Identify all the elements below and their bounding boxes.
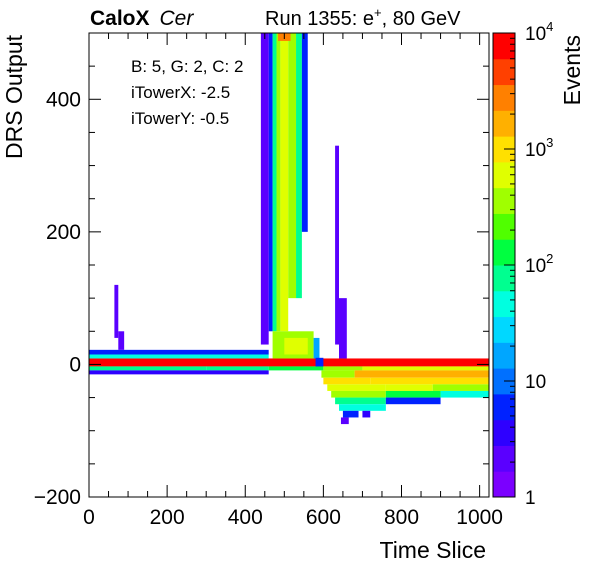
heatmap-bin bbox=[268, 366, 324, 371]
color-scale-step bbox=[493, 187, 515, 214]
heatmap-bin bbox=[327, 384, 386, 391]
heatmap-bin bbox=[89, 354, 269, 359]
y-axis-label: DRS Output bbox=[1, 34, 27, 159]
color-scale-step bbox=[493, 265, 515, 292]
heatmap-bin bbox=[323, 366, 363, 371]
y-tick-label: −200 bbox=[34, 486, 81, 509]
heatmap-bin bbox=[440, 390, 489, 398]
heatmap-bin bbox=[118, 331, 125, 350]
experiment-name: CaloX bbox=[90, 7, 150, 30]
heatmap-bin bbox=[276, 33, 281, 332]
heatmap-bin bbox=[385, 397, 441, 405]
heatmap-bin bbox=[280, 33, 289, 332]
z-tick-label: 10 bbox=[525, 372, 546, 393]
run-info-charge: + bbox=[374, 5, 382, 20]
chart-header: CaloX Cer bbox=[90, 7, 194, 30]
color-scale-label: Events bbox=[559, 35, 585, 105]
annotations: B: 5, G: 2, C: 2 iTowerX: -2.5 iTowerY: -0… bbox=[131, 57, 243, 128]
heatmap-bin bbox=[268, 33, 273, 332]
x-tick-label: 800 bbox=[384, 506, 419, 529]
x-tick-label: 400 bbox=[228, 506, 263, 529]
heatmap-bin bbox=[362, 410, 371, 418]
heatmap-bin bbox=[288, 33, 297, 299]
heatmap-bin bbox=[340, 417, 349, 425]
heatmap-bin bbox=[315, 357, 324, 367]
heatmap-bins bbox=[89, 33, 489, 425]
color-scale-axis: 1 10 102 103 104 bbox=[504, 19, 553, 509]
color-scale-step bbox=[493, 213, 515, 240]
heatmap-bin bbox=[284, 337, 308, 355]
heatmap-bin bbox=[206, 366, 269, 371]
x-tick-label: 1000 bbox=[456, 506, 503, 529]
annotation-line: iTowerY: -0.5 bbox=[131, 109, 229, 128]
color-scale-step bbox=[493, 290, 515, 318]
heatmap-bin bbox=[385, 384, 433, 391]
color-scale-step bbox=[493, 419, 515, 446]
z-tick-label: 103 bbox=[525, 135, 553, 161]
heatmap-bin bbox=[385, 390, 441, 398]
annotation-line: iTowerX: -2.5 bbox=[131, 83, 230, 102]
heatmap-bin bbox=[89, 370, 269, 375]
heatmap-bin bbox=[296, 33, 302, 299]
heatmap-bin bbox=[331, 390, 386, 398]
y-axis: −200 0 200 400 bbox=[34, 32, 489, 509]
heatmap-bin bbox=[321, 370, 355, 378]
x-axis-label: Time Slice bbox=[380, 537, 487, 563]
heatmap-bin bbox=[335, 397, 386, 405]
heatmap-bin bbox=[335, 145, 339, 345]
heatmap-bin bbox=[114, 284, 119, 338]
heatmap-bin bbox=[260, 33, 269, 345]
heatmap-bin bbox=[323, 377, 371, 385]
heatmap-bin bbox=[89, 358, 489, 367]
z-tick-label: 104 bbox=[525, 19, 553, 45]
heatmap-bin bbox=[370, 377, 489, 385]
color-scale-step bbox=[493, 471, 515, 498]
color-scale-step bbox=[493, 316, 515, 343]
heatmap-bin bbox=[342, 410, 359, 418]
x-axis: 0 200 400 600 800 1000 bbox=[83, 33, 503, 529]
x-tick-label: 600 bbox=[306, 506, 341, 529]
heatmap-bin bbox=[89, 349, 269, 355]
color-scale-step bbox=[493, 445, 515, 472]
color-scale-step bbox=[493, 239, 515, 266]
annotation-line: B: 5, G: 2, C: 2 bbox=[131, 57, 243, 76]
channel-name: Cer bbox=[160, 7, 195, 30]
z-tick-label: 102 bbox=[525, 251, 553, 277]
color-scale-step bbox=[493, 84, 515, 111]
x-tick-label: 0 bbox=[83, 506, 95, 529]
heatmap-bin bbox=[339, 298, 347, 359]
heatmap-bin bbox=[313, 337, 320, 359]
heatmap-bin bbox=[301, 33, 308, 232]
color-scale-step bbox=[493, 110, 515, 137]
y-tick-label: 0 bbox=[69, 353, 81, 376]
color-scale-step bbox=[493, 393, 515, 421]
run-info-text: Run 1355: e bbox=[265, 8, 374, 30]
heatmap-bin bbox=[272, 33, 277, 332]
run-info-energy: , 80 GeV bbox=[382, 8, 462, 30]
color-scale-step bbox=[493, 58, 515, 86]
heatmap-bin bbox=[432, 384, 489, 391]
color-scale-step bbox=[493, 33, 515, 60]
heatmap-bin bbox=[362, 366, 489, 371]
heatmap-bin bbox=[354, 370, 489, 378]
color-scale-step bbox=[493, 161, 515, 189]
heatmap-bin bbox=[339, 404, 386, 411]
heatmap-bin bbox=[89, 366, 207, 371]
y-tick-label: 400 bbox=[46, 88, 81, 111]
x-tick-label: 200 bbox=[150, 506, 185, 529]
color-scale-step bbox=[493, 342, 515, 369]
z-tick-label: 1 bbox=[525, 488, 536, 509]
run-info: Run 1355: e+, 80 GeV bbox=[265, 5, 461, 30]
y-tick-label: 200 bbox=[46, 221, 81, 244]
color-scale bbox=[493, 33, 515, 498]
